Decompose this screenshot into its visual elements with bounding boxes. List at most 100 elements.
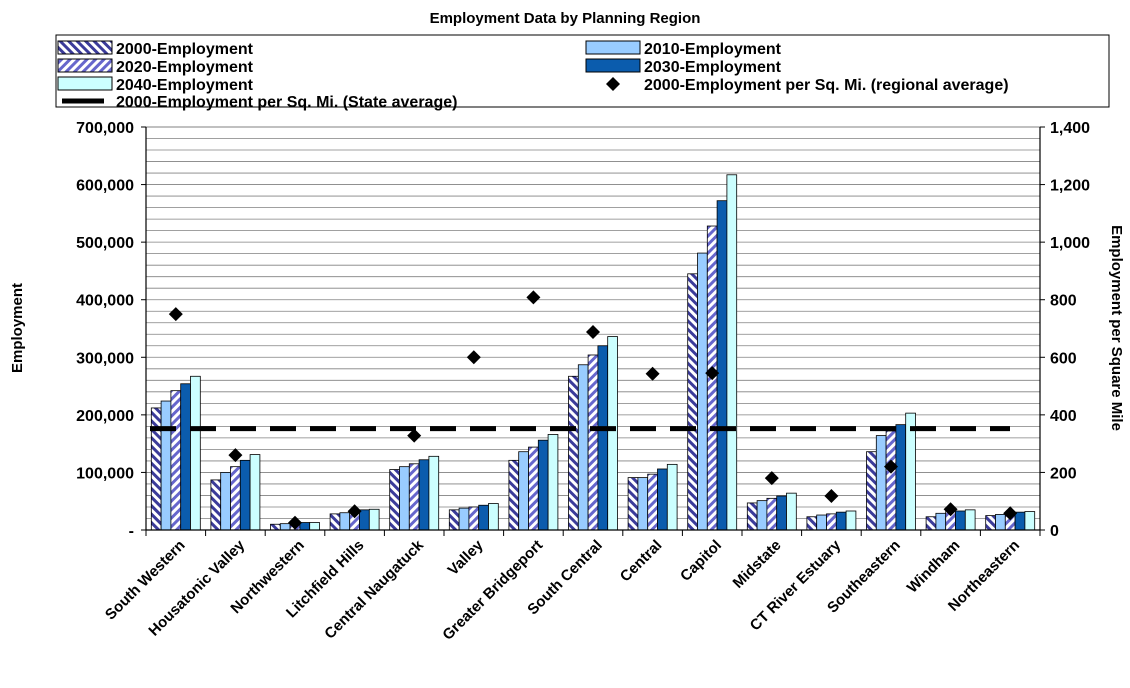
bar-2010-employment-northwestern	[279, 523, 291, 531]
x-tick-label: Central Naugatuck	[321, 536, 427, 642]
point-regional-average-south-central	[586, 324, 600, 339]
bar-2020-employment-housatonic-valley	[230, 466, 241, 531]
bar-2000-employment-housatonic-valley	[210, 479, 222, 531]
y2-tick-label: 600	[1050, 350, 1077, 367]
bar-2000-employment-greater-bridgeport	[508, 459, 520, 531]
legend-swatch	[57, 58, 113, 73]
bar-2030-employment-central	[657, 468, 668, 531]
y2-tick-label: 1,400	[1050, 120, 1090, 137]
bar-2000-employment-northwestern	[270, 523, 281, 531]
chart-title: Employment Data by Planning Region	[430, 10, 701, 27]
bar-2030-employment-valley	[478, 504, 489, 531]
bar-2000-employment-south-central	[568, 375, 579, 531]
bar-2040-employment-northwestern	[309, 522, 320, 531]
bar-2030-employment-greater-bridgeport	[537, 439, 549, 531]
point-regional-average-central	[645, 366, 660, 381]
bar-2030-employment-ct-river-estuary	[835, 511, 847, 531]
bar-2040-employment-windham	[964, 509, 976, 531]
y-tick-label: 600,000	[76, 178, 134, 195]
bar-2000-employment-capitol	[687, 273, 698, 531]
y2-tick-label: 800	[1050, 293, 1077, 310]
y-tick-label: 500,000	[76, 235, 134, 252]
legend-label: 2000-Employment per Sq. Mi. (regional av…	[644, 77, 1009, 94]
bar-2030-employment-south-central	[597, 345, 609, 531]
bar-2020-employment-central	[647, 473, 658, 531]
bar-2040-employment-capitol	[726, 174, 738, 531]
legend-swatch	[57, 40, 113, 55]
bar-2030-employment-housatonic-valley	[239, 459, 251, 531]
point-regional-average-valley	[466, 350, 481, 365]
bar-2030-employment-central-naugatuck	[418, 459, 430, 531]
y2-tick-label: 1,000	[1050, 235, 1090, 252]
bar-2000-employment-valley	[448, 509, 460, 531]
bar-2010-employment-midstate	[756, 500, 768, 531]
bar-2040-employment-central	[666, 463, 678, 531]
y2-tick-label: 200	[1050, 465, 1077, 482]
bar-2040-employment-central-naugatuck	[428, 455, 440, 531]
y-tick-label: 700,000	[76, 120, 134, 137]
point-regional-average-windham	[943, 502, 958, 517]
bar-2030-employment-midstate	[776, 495, 787, 531]
bar-2030-employment-southeastern	[895, 424, 907, 531]
bar-2010-employment-greater-bridgeport	[518, 451, 529, 531]
point-regional-average-greater-bridgeport	[526, 290, 541, 305]
legend-diamond	[606, 77, 620, 91]
bar-2040-employment-valley	[488, 503, 499, 531]
point-regional-average-northwestern	[288, 515, 302, 530]
bar-2000-employment-ct-river-estuary	[806, 516, 818, 531]
point-regional-average-midstate	[764, 471, 779, 486]
y2-tick-label: 400	[1050, 408, 1077, 425]
bar-2010-employment-southeastern	[875, 435, 887, 531]
y-tick-label: 400,000	[76, 293, 134, 310]
bar-2040-employment-greater-bridgeport	[547, 434, 559, 531]
bar-2020-employment-central-naugatuck	[408, 463, 420, 531]
bar-2030-employment-windham	[955, 510, 966, 531]
regional-average-points	[168, 290, 1018, 530]
legend: 2000-Employment 2010-Employment 2020-Emplo…	[55, 34, 1110, 111]
legend-label: 2020-Employment	[116, 59, 254, 76]
legend-label: 2000-Employment	[116, 41, 254, 58]
point-regional-average-southeastern	[884, 459, 898, 474]
bar-2030-employment-south-western	[180, 383, 191, 531]
bar-2000-employment-central-naugatuck	[389, 469, 400, 531]
bar-2010-employment-south-western	[160, 400, 172, 531]
bar-2010-employment-central	[637, 477, 649, 531]
bar-2000-employment-northeastern	[985, 515, 996, 531]
bar-2020-employment-south-western	[170, 390, 182, 531]
bar-2020-employment-ct-river-estuary	[826, 513, 837, 531]
x-tick-label: Windham	[904, 537, 964, 597]
bar-2040-employment-litchfield-hills	[368, 508, 380, 531]
bar-2010-employment-ct-river-estuary	[816, 514, 827, 531]
bar-2040-employment-ct-river-estuary	[845, 510, 857, 531]
bar-2040-employment-northeastern	[1024, 511, 1036, 531]
legend-swatch	[585, 58, 641, 73]
bar-2030-employment-litchfield-hills	[359, 509, 370, 531]
point-regional-average-central-naugatuck	[407, 428, 422, 443]
y-tick-label: 300,000	[76, 350, 134, 367]
point-regional-average-litchfield-hills	[347, 504, 362, 519]
bar-2020-employment-valley	[468, 506, 480, 531]
bar-2010-employment-northeastern	[995, 514, 1006, 531]
bar-2020-employment-south-central	[587, 354, 599, 531]
point-regional-average-south-western	[168, 307, 183, 322]
bar-2030-employment-northwestern	[299, 522, 311, 531]
x-tick-label: Central	[617, 537, 666, 586]
point-regional-average-northeastern	[1003, 506, 1018, 521]
bar-2000-employment-southeastern	[866, 451, 877, 531]
y-axis-label: Employment	[9, 283, 26, 373]
bar-2040-employment-south-central	[607, 336, 618, 531]
legend-label: 2040-Employment	[116, 77, 254, 94]
legend-label: 2010-Employment	[644, 41, 782, 58]
legend-swatch	[57, 76, 113, 91]
point-regional-average-ct-river-estuary	[824, 489, 839, 504]
y2-tick-label: 0	[1050, 523, 1059, 540]
bar-2010-employment-capitol	[697, 252, 708, 531]
bar-2010-employment-valley	[458, 507, 470, 531]
legend-label: 2000-Employment per Sq. Mi. (State avera…	[116, 94, 457, 111]
x-tick-label: Valley	[445, 536, 488, 579]
x-tick-label: Midstate	[730, 537, 785, 592]
bar-2010-employment-south-central	[577, 364, 589, 531]
bar-2000-employment-litchfield-hills	[329, 513, 341, 531]
y-tick-label: -	[129, 523, 134, 540]
